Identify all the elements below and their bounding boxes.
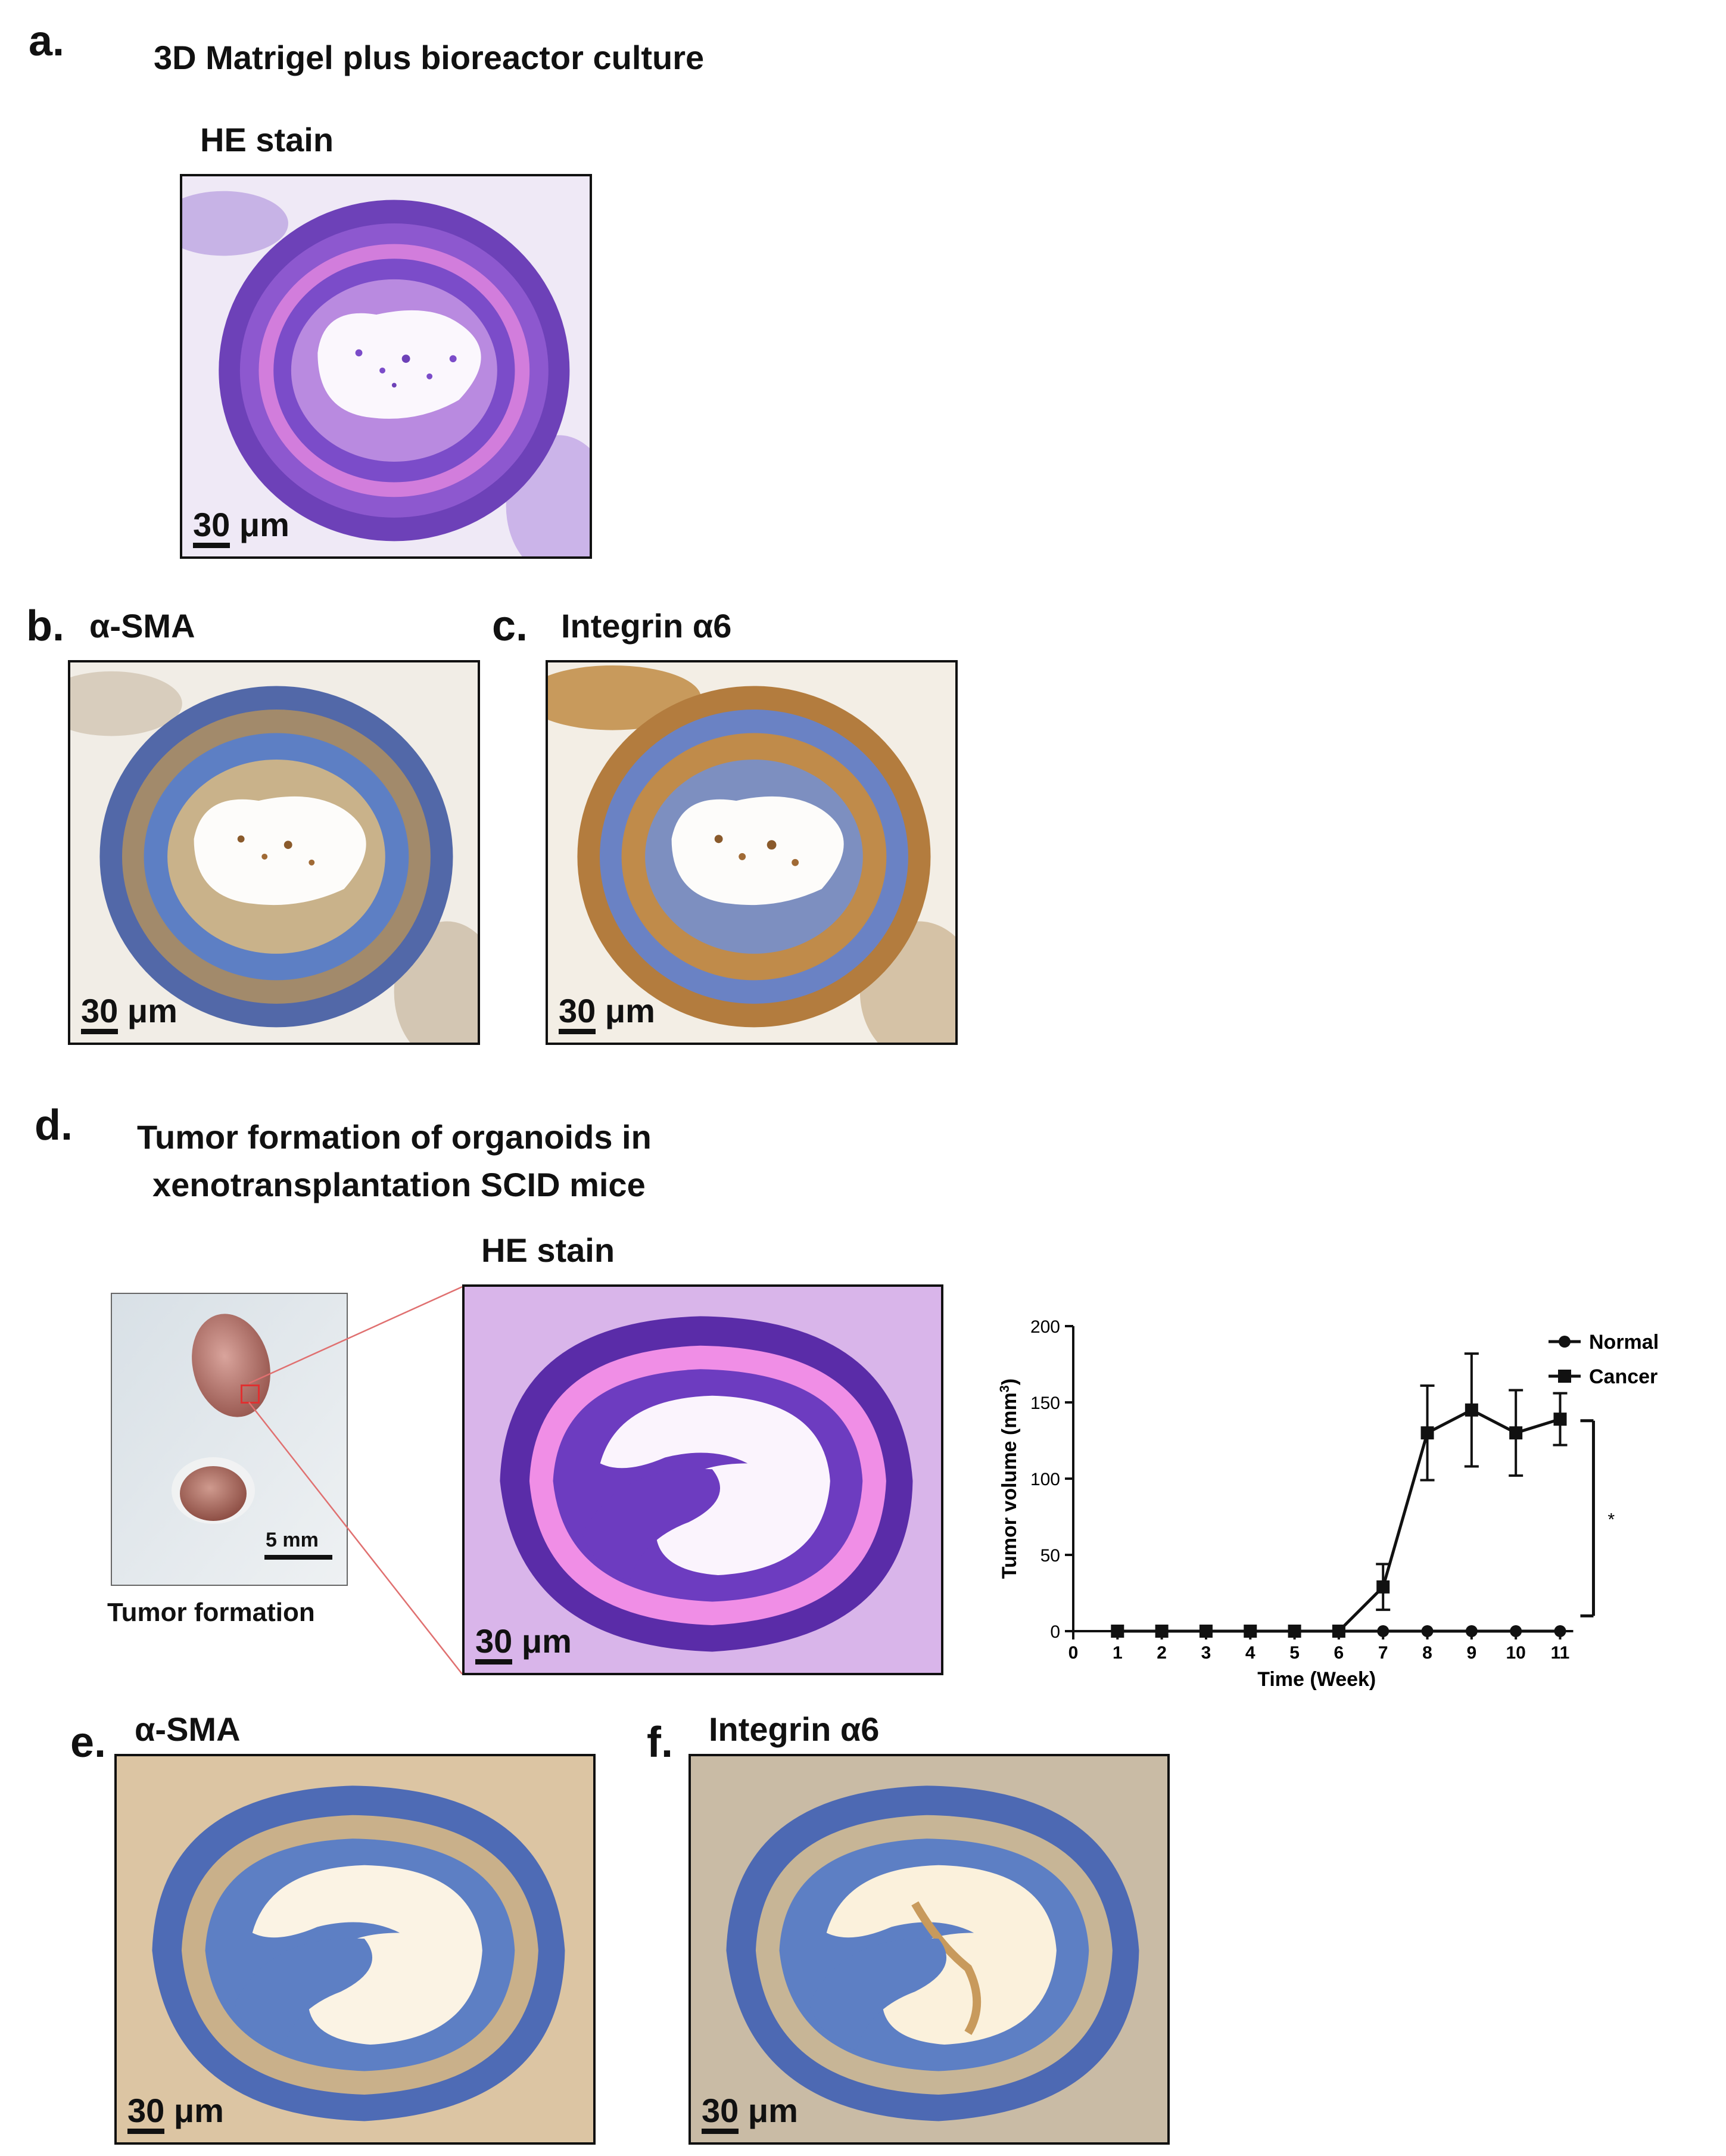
panel-b-scale-label: 30 μm bbox=[81, 992, 177, 1029]
chart-x-tick-label: 9 bbox=[1467, 1643, 1477, 1663]
chart-y-axis-label: Tumor volume (mm3) bbox=[997, 1379, 1021, 1579]
panel-f-scale-label: 30 μm bbox=[702, 2092, 798, 2129]
panel-f-title: Integrin α6 bbox=[709, 1710, 880, 1748]
chart-point-normal bbox=[1421, 1625, 1434, 1637]
panel-a-title: 3D Matrigel plus bioreactor culture bbox=[154, 39, 705, 76]
chart-x-axis-label: Time (Week) bbox=[1257, 1668, 1376, 1691]
panel-d-title-line1: Tumor formation of organoids in bbox=[137, 1118, 652, 1156]
chart-x-tick-label: 1 bbox=[1113, 1643, 1123, 1663]
chart-legend-marker bbox=[1558, 1370, 1571, 1383]
chart-point-cancer bbox=[1553, 1413, 1567, 1426]
panel-e-title: α-SMA bbox=[135, 1710, 241, 1748]
chart-point-cancer bbox=[1155, 1625, 1169, 1638]
panel-a-subtitle: HE stain bbox=[200, 121, 334, 158]
chart-y-tick-label: 0 bbox=[1050, 1622, 1060, 1642]
photo-caption: Tumor formation bbox=[107, 1598, 315, 1627]
chart-point-cancer bbox=[1288, 1625, 1301, 1638]
panel-d-scalebar: 30 μm bbox=[475, 1625, 572, 1665]
chart-legend-label-cancer: Cancer bbox=[1589, 1365, 1658, 1388]
photo-scale-label: 5 mm bbox=[266, 1529, 319, 1551]
chart-x-tick-label: 3 bbox=[1201, 1643, 1211, 1663]
panel-c-letter: c. bbox=[492, 602, 528, 650]
alpha-sma-organoid-image: 30 μm bbox=[68, 660, 480, 1045]
integrin-a6-tumor-image: 30 μm bbox=[688, 1754, 1170, 2145]
panel-c-scale-label: 30 μm bbox=[559, 992, 655, 1029]
chart-legend-marker bbox=[1559, 1336, 1571, 1348]
he-stain-organoid-image: 30 μm bbox=[180, 174, 592, 559]
chart-y-tick-label: 50 bbox=[1040, 1546, 1060, 1566]
panel-a-letter: a. bbox=[29, 17, 65, 65]
panel-b-letter: b. bbox=[26, 602, 64, 650]
panel-e-scale-label: 30 μm bbox=[127, 2092, 224, 2129]
he-stain-tumor-image: 30 μm bbox=[462, 1284, 943, 1675]
chart-x-tick-label: 4 bbox=[1245, 1643, 1255, 1663]
panel-c-scalebar: 30 μm bbox=[559, 994, 655, 1034]
chart-x-tick-label: 7 bbox=[1378, 1643, 1388, 1663]
chart-point-normal bbox=[1554, 1625, 1566, 1637]
chart-x-tick-label: 11 bbox=[1551, 1643, 1570, 1663]
chart-point-cancer bbox=[1376, 1580, 1390, 1594]
panel-d-scale-label: 30 μm bbox=[475, 1622, 572, 1660]
panel-d-letter: d. bbox=[35, 1102, 73, 1149]
tumor-volume-chart: 0 50 100 150 200 0 1 2 3 4 5 6 7 8 9 10 11 * Normal Cance… bbox=[997, 1317, 1659, 1691]
chart-point-cancer bbox=[1465, 1403, 1478, 1417]
chart-series-line-cancer bbox=[1117, 1408, 1561, 1633]
chart-point-cancer bbox=[1332, 1625, 1345, 1638]
chart-point-cancer bbox=[1244, 1625, 1257, 1638]
chart-x-tick-label: 6 bbox=[1334, 1643, 1344, 1663]
chart-significance-label: * bbox=[1607, 1510, 1615, 1530]
panel-b-scalebar: 30 μm bbox=[81, 994, 177, 1034]
panel-d-title-line2: xenotransplantation SCID mice bbox=[152, 1166, 646, 1203]
chart-x-tick-label: 10 bbox=[1506, 1643, 1525, 1663]
chart-x-tick-label: 8 bbox=[1422, 1643, 1432, 1663]
chart-point-cancer bbox=[1509, 1426, 1523, 1440]
chart-x-tick-label: 5 bbox=[1289, 1643, 1300, 1663]
chart-point-cancer bbox=[1199, 1625, 1213, 1638]
zoom-region-marker bbox=[241, 1385, 260, 1404]
panel-e-scalebar: 30 μm bbox=[127, 2094, 224, 2134]
chart-legend-label-normal: Normal bbox=[1589, 1331, 1659, 1354]
panel-a-scalebar: 30 μm bbox=[193, 508, 289, 548]
chart-point-cancer bbox=[1111, 1625, 1124, 1638]
chart-y-tick-label: 150 bbox=[1030, 1393, 1060, 1413]
tumor-photo: 5 mm bbox=[111, 1293, 348, 1586]
chart-x-tick-label: 0 bbox=[1068, 1643, 1079, 1663]
panel-e-letter: e. bbox=[70, 1719, 107, 1766]
chart-x-tick-label: 2 bbox=[1157, 1643, 1167, 1663]
chart-point-normal bbox=[1465, 1625, 1478, 1637]
chart-point-cancer bbox=[1420, 1426, 1434, 1440]
panel-f-scalebar: 30 μm bbox=[702, 2094, 798, 2134]
chart-point-normal bbox=[1377, 1625, 1389, 1637]
chart-point-normal bbox=[1510, 1625, 1522, 1637]
integrin-a6-organoid-image: 30 μm bbox=[546, 660, 958, 1045]
panel-a-scale-label: 30 μm bbox=[193, 506, 289, 543]
panel-b-title: α-SMA bbox=[89, 607, 195, 645]
panel-d-subtitle: HE stain bbox=[481, 1231, 615, 1269]
panel-c-title: Integrin α6 bbox=[561, 607, 732, 645]
alpha-sma-tumor-image: 30 μm bbox=[114, 1754, 596, 2145]
chart-y-tick-label: 200 bbox=[1030, 1317, 1060, 1337]
photo-scale-bar bbox=[264, 1555, 332, 1560]
panel-f-letter: f. bbox=[647, 1719, 673, 1766]
chart-y-tick-label: 100 bbox=[1030, 1470, 1060, 1489]
